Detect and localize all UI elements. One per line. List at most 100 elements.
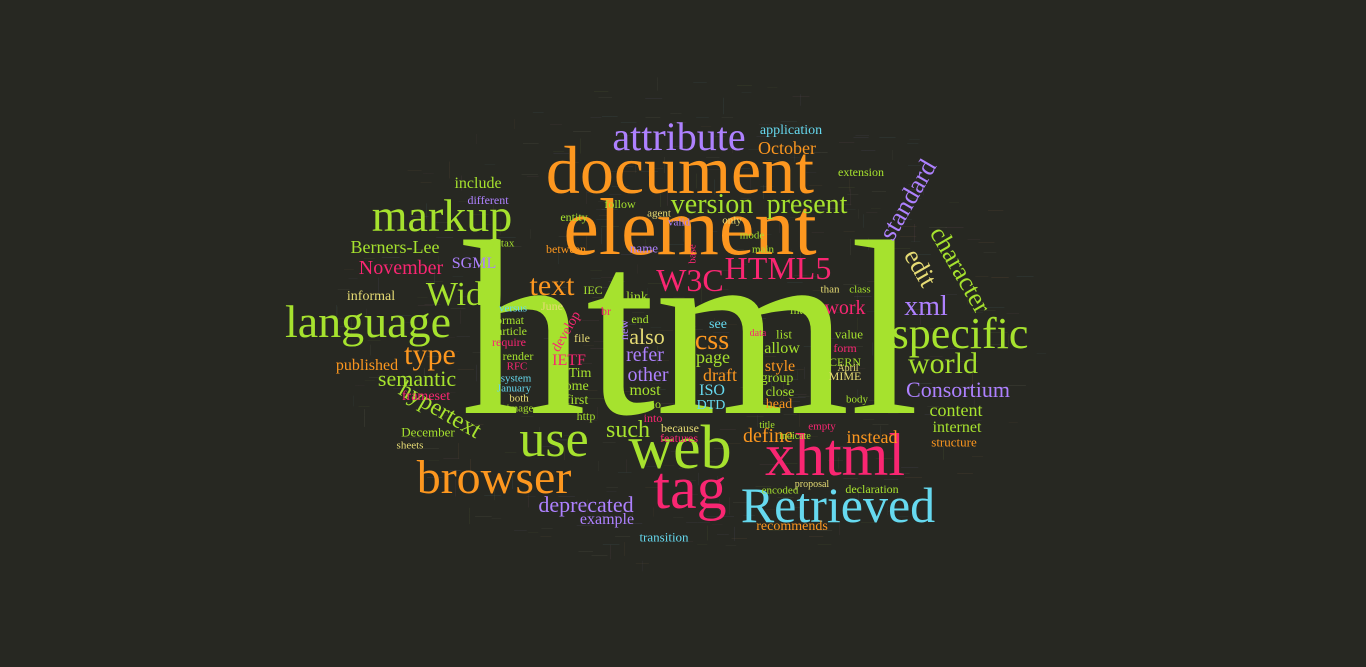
filler-word: ——— — [915, 380, 932, 387]
cloud-word: agent — [647, 207, 671, 220]
filler-word: ——— — [641, 169, 658, 176]
filler-word: ——— — [378, 371, 391, 377]
filler-word: ——— — [651, 166, 663, 171]
cloud-word: language — [284, 296, 452, 347]
filler-word: ——— — [351, 395, 356, 406]
filler-word: ——— — [791, 402, 804, 408]
filler-word: ——— — [651, 405, 662, 410]
filler-word: ——— — [838, 201, 852, 207]
filler-word: ——— — [582, 318, 599, 325]
filler-word: ——— — [734, 165, 751, 172]
filler-word: ——— — [855, 131, 869, 137]
filler-word: ——— — [945, 225, 964, 232]
filler-word: ——— — [560, 337, 570, 342]
filler-word: ——— — [780, 118, 797, 125]
filler-word: ——— — [650, 387, 666, 393]
filler-word: ——— — [624, 521, 643, 528]
filler-word: ——— — [602, 438, 616, 444]
cloud-word: IETF — [552, 352, 586, 369]
filler-word: ——— — [521, 171, 538, 178]
cloud-word: between — [546, 242, 586, 256]
filler-word: ——— — [608, 278, 625, 285]
cloud-word: type — [404, 338, 456, 371]
filler-word: ——— — [647, 280, 664, 287]
cloud-word: instead — [846, 427, 898, 447]
filler-word: ——— — [668, 427, 684, 433]
filler-word: ——— — [978, 238, 995, 245]
filler-word: ——— — [617, 469, 632, 475]
cloud-word: main — [752, 243, 774, 256]
filler-word: ——— — [757, 401, 770, 407]
filler-word: ——— — [556, 284, 567, 289]
filler-word: ——— — [645, 96, 663, 103]
cloud-word: also — [629, 324, 665, 349]
filler-word: ——— — [621, 251, 639, 258]
filler-word: ——— — [337, 316, 349, 321]
filler-word: ——— — [655, 356, 669, 362]
cloud-word: Tim — [568, 366, 592, 381]
filler-word: ——— — [458, 294, 469, 299]
filler-word: ——— — [900, 186, 916, 193]
cloud-word: image — [506, 402, 534, 415]
cloud-word: close — [765, 385, 795, 400]
filler-word: ——— — [653, 77, 659, 92]
filler-word: ——— — [716, 513, 734, 520]
filler-word: ——— — [541, 525, 553, 530]
filler-word: ——— — [615, 534, 631, 539]
filler-word: ——— — [792, 93, 810, 100]
filler-word: ——— — [907, 162, 921, 168]
filler-word: ——— — [503, 468, 514, 473]
filler-word: ——— — [528, 530, 539, 535]
cloud-word: title — [759, 420, 775, 431]
filler-word: ——— — [498, 234, 516, 241]
filler-word: ——— — [880, 485, 893, 491]
cloud-word: ISO — [699, 382, 725, 399]
filler-word: ——— — [731, 535, 747, 542]
filler-word: ——— — [861, 496, 872, 501]
filler-word: ——— — [719, 426, 736, 433]
filler-word: ——— — [845, 343, 863, 350]
filler-word: ——— — [622, 323, 637, 329]
filler-word: ——— — [975, 272, 989, 278]
cloud-word: Consortium — [906, 377, 1010, 402]
filler-word: ——— — [872, 421, 889, 428]
filler-word: ——— — [344, 267, 354, 272]
filler-word: ——— — [832, 308, 846, 314]
filler-word: ——— — [737, 83, 752, 89]
filler-word: ——— — [749, 350, 762, 356]
filler-word: ——— — [787, 279, 803, 286]
filler-word: ——— — [583, 501, 593, 506]
filler-word: ——— — [362, 409, 369, 428]
filler-word: ——— — [732, 247, 744, 252]
filler-word: ——— — [667, 304, 677, 309]
filler-word: ——— — [590, 267, 602, 272]
filler-word: ——— — [450, 306, 466, 312]
filler-word: ——— — [714, 267, 730, 274]
filler-word: ——— — [649, 368, 659, 373]
filler-word: ——— — [920, 311, 938, 318]
filler-word: ——— — [838, 184, 855, 191]
filler-word: ——— — [602, 541, 620, 548]
cloud-word: DTD — [696, 398, 726, 413]
filler-word: ——— — [670, 449, 683, 454]
filler-word: ——— — [983, 248, 997, 254]
filler-word: ——— — [868, 398, 883, 404]
filler-word: ——— — [741, 302, 758, 309]
filler-word: ——— — [708, 167, 720, 172]
filler-word: ——— — [956, 391, 967, 396]
cloud-word: no — [649, 397, 661, 411]
filler-word: ——— — [417, 303, 433, 309]
filler-word: ——— — [967, 235, 981, 241]
filler-word: ——— — [614, 140, 624, 145]
filler-word: ——— — [812, 287, 825, 292]
filler-word: ——— — [620, 118, 637, 125]
filler-word: ——— — [706, 513, 721, 519]
cloud-word: version — [670, 189, 754, 220]
filler-word: ——— — [793, 272, 808, 278]
cloud-word: Retrieved — [740, 477, 936, 533]
cloud-word: web — [628, 414, 732, 482]
filler-word: ——— — [790, 505, 802, 510]
filler-word: ——— — [697, 519, 710, 525]
filler-word: ——— — [811, 228, 824, 234]
filler-word: ——— — [843, 476, 858, 482]
